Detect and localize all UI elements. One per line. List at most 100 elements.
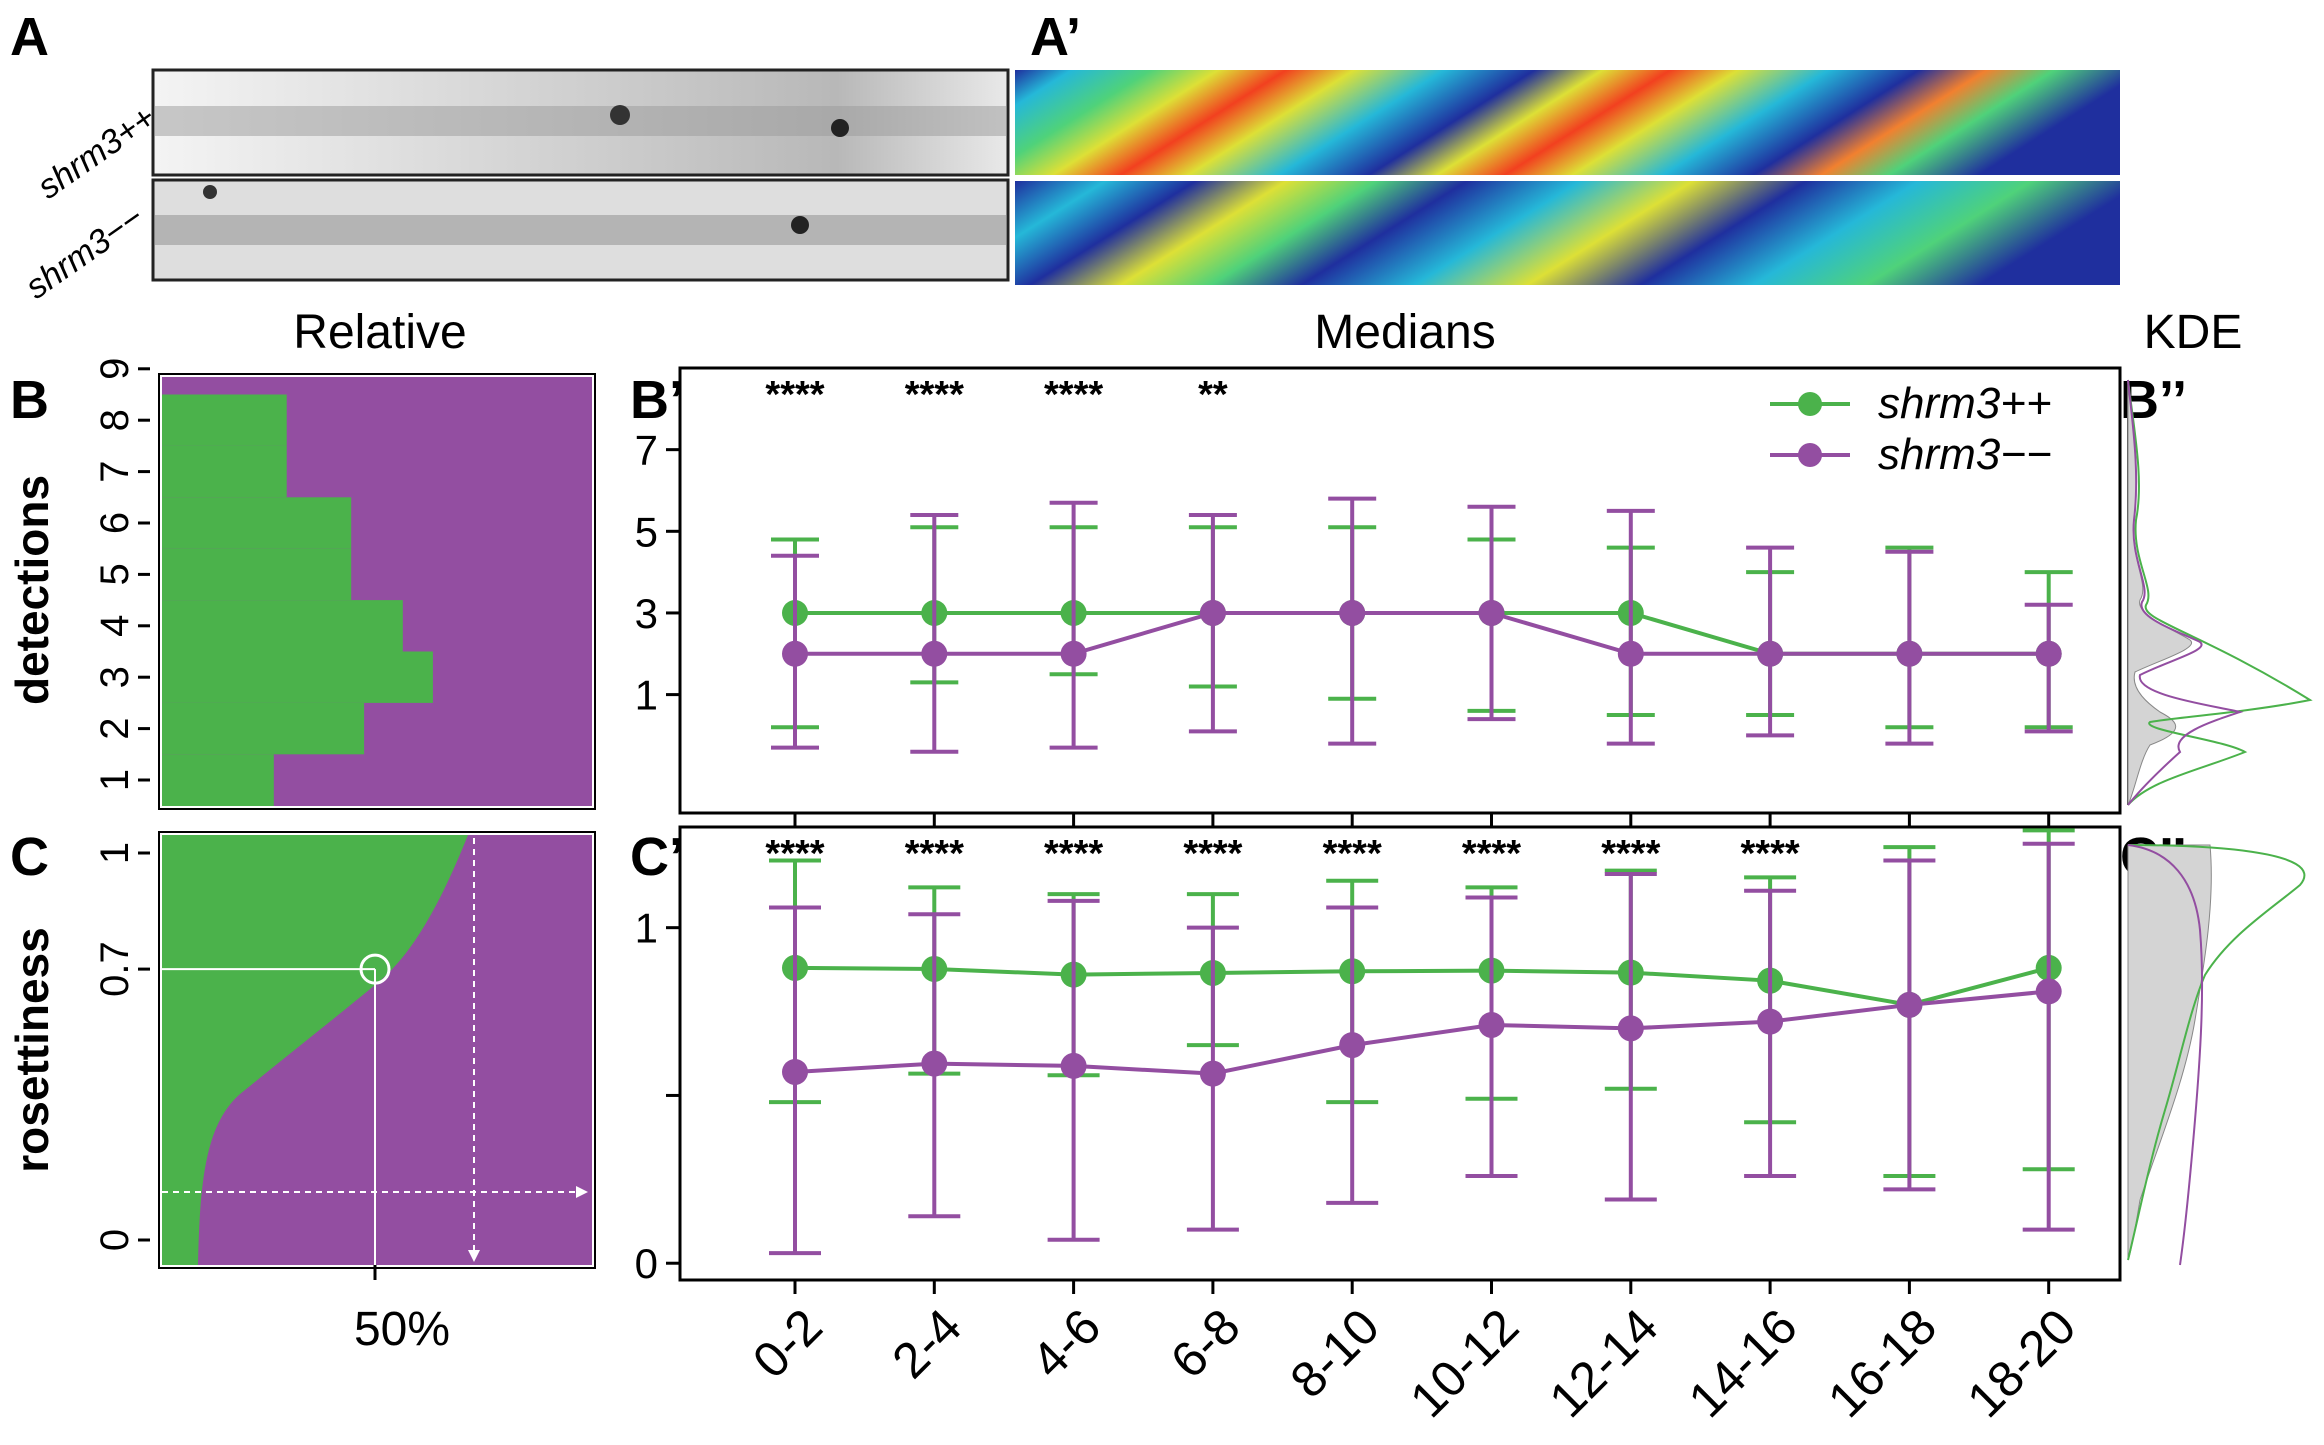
- panel-b-dprime-kde: [2127, 379, 2313, 806]
- x-category-labels: 0-2 2-4 4-6 6-8 8-10 10-12 12-14 14-16 16-18 18-2…: [742, 1298, 2086, 1428]
- medians-frame: [678, 825, 2122, 1282]
- panel-c-arrow-right: [576, 1186, 588, 1198]
- panel-c-ytick-label: 0.7: [93, 941, 137, 997]
- significance-stars: ****: [1044, 374, 1103, 416]
- panel-c-annotation-circle: [359, 953, 391, 985]
- panel-b-relative: 1 2 3 4 5 6 7 8 9: [93, 358, 596, 810]
- panel-label-b: B: [10, 370, 49, 430]
- medians-ytick-label: 3: [635, 590, 658, 637]
- x-category-label: 12-14: [1539, 1298, 1669, 1428]
- panel-b-green-band: [162, 702, 365, 755]
- median-point: [2035, 640, 2062, 667]
- panel-c-green-area: [162, 835, 468, 1265]
- median-point: [1896, 640, 1923, 667]
- median-point: [1199, 1060, 1226, 1087]
- panel-c-dprime-kde: [2127, 844, 2306, 1266]
- medians-ytick-label: 1: [635, 905, 658, 952]
- x-category-label: 18-20: [1956, 1298, 2086, 1428]
- median-point: [1757, 1008, 1784, 1035]
- panel-b-green-band: [162, 497, 352, 549]
- x-category-label: 14-16: [1678, 1298, 1808, 1428]
- series-line: [795, 610, 2049, 656]
- median-point: [782, 640, 808, 667]
- micrograph-bottom: [151, 178, 1010, 282]
- x-category-label: 6-8: [1160, 1298, 1251, 1389]
- kde-c-wt-curve: [2127, 844, 2306, 1261]
- median-point: [1757, 640, 1784, 667]
- x-category-label: 4-6: [1021, 1298, 1112, 1389]
- median-point: [1617, 1015, 1644, 1042]
- median-point: [1617, 640, 1644, 667]
- panel-b-ytick-label: 5: [93, 563, 137, 585]
- significance-stars: **: [1198, 374, 1228, 416]
- x-category-label: 10-12: [1399, 1298, 1529, 1428]
- legend-marker-mut: [1798, 443, 1822, 467]
- panel-b-green-band: [162, 651, 433, 703]
- ylabel-detections: detections: [6, 475, 58, 705]
- significance-stars: ****: [765, 374, 824, 416]
- panel-c-frame: [158, 831, 596, 1269]
- panel-label-c: C: [10, 827, 49, 887]
- header-medians: Medians: [1314, 306, 1495, 359]
- median-point: [2035, 978, 2062, 1005]
- legend-label-mut: shrm3−−: [1878, 430, 2052, 479]
- median-point: [1060, 640, 1087, 667]
- xtick-fifty-percent: 50%: [354, 1303, 450, 1356]
- median-point: [1478, 1011, 1505, 1038]
- median-point: [1896, 991, 1923, 1018]
- significance-stars: ****: [1183, 833, 1242, 875]
- panel-b-ytick-label: 8: [93, 409, 137, 431]
- kde-b-wt-curve: [2127, 379, 2313, 806]
- medians-ytick-label: 1: [635, 672, 658, 719]
- medians-ytick-label: 0: [635, 1240, 658, 1287]
- significance-stars: ****: [1601, 833, 1660, 875]
- x-category-label: 16-18: [1817, 1298, 1947, 1428]
- x-category-label: 2-4: [881, 1298, 972, 1389]
- medians-frame: [678, 366, 2122, 815]
- medians-ytick-label: 5: [635, 508, 658, 555]
- panel-b-ytick-label: 6: [93, 512, 137, 534]
- kde-c-density-area: [2127, 844, 2212, 1261]
- panel-c-ytick-label: 0: [93, 1229, 137, 1251]
- panel-b-ytick-label: 3: [93, 666, 137, 688]
- legend: shrm3++ shrm3−−: [1770, 379, 2052, 479]
- legend-label-wt: shrm3++: [1878, 379, 2052, 428]
- panel-b-ytick-label: 7: [93, 460, 137, 482]
- panel-b-ytick-label: 9: [93, 358, 137, 380]
- panel-label-a-prime: A’: [1030, 7, 1081, 67]
- panel-b-green-band: [162, 754, 274, 806]
- x-category-label: 8-10: [1280, 1298, 1390, 1408]
- panel-b-ytick-label: 4: [93, 615, 137, 637]
- panel-b-green-band: [162, 445, 287, 498]
- median-point: [921, 1050, 948, 1077]
- panel-b-frame: [158, 373, 596, 810]
- series-line: [794, 989, 2049, 1076]
- median-point: [1339, 1032, 1366, 1059]
- row-label-top: shrm3++: [31, 98, 163, 206]
- x-category-label: 0-2: [742, 1298, 833, 1389]
- median-point: [1478, 599, 1505, 626]
- panel-label-b-prime: B’: [630, 370, 684, 430]
- panel-b-green-band: [162, 548, 352, 601]
- series-line: [794, 965, 2050, 1007]
- median-point: [1060, 1052, 1087, 1079]
- medians-ytick-label: 7: [635, 427, 658, 474]
- panel-b-green-band: [162, 600, 403, 652]
- median-point: [782, 1058, 808, 1085]
- significance-stars: ****: [1741, 833, 1800, 875]
- panel-b-green-band: [162, 394, 287, 446]
- ylabel-rosettiness: rosettiness: [6, 927, 58, 1172]
- panel-c-relative: 00.71: [93, 831, 596, 1280]
- median-point: [1199, 599, 1226, 626]
- header-relative: Relative: [293, 306, 466, 359]
- panel-c-prime-medians: 01**** **** **** **** **** **** **** ****: [635, 825, 2122, 1294]
- panel-b-ytick-label: 2: [93, 717, 137, 739]
- significance-stars: ****: [1323, 833, 1382, 875]
- median-point: [1339, 599, 1366, 626]
- significance-stars: ****: [1462, 833, 1521, 875]
- significance-stars: ****: [1044, 833, 1103, 875]
- kde-c-mut-curve: [2127, 844, 2204, 1266]
- panel-c-arrow-down: [468, 1250, 480, 1262]
